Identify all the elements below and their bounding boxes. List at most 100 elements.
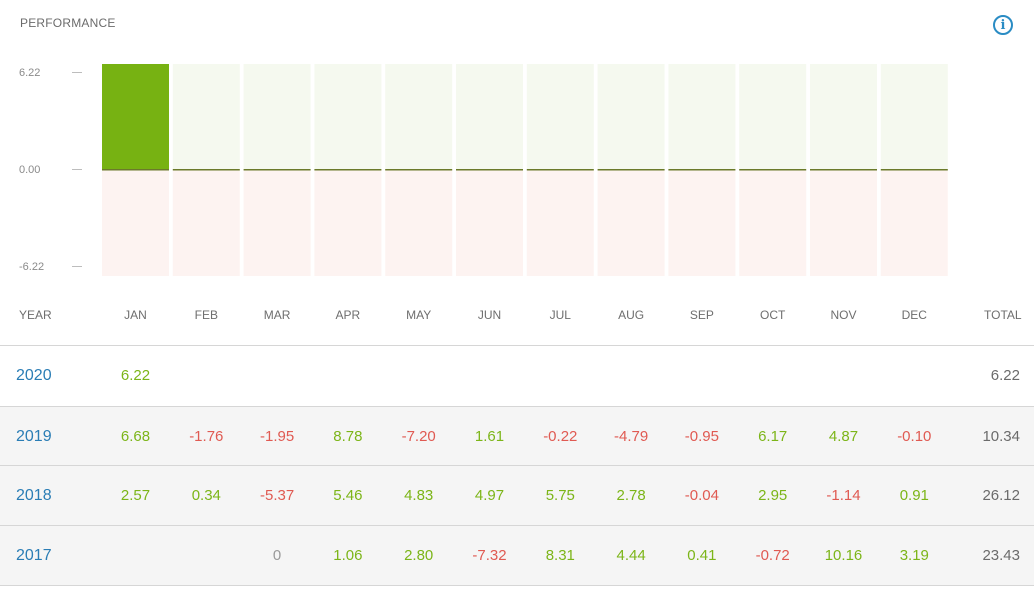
bar-background-positive [739,64,807,170]
zero-line [314,169,382,171]
month-value-cell [242,346,312,405]
month-header-jul: JUL [549,308,571,322]
year-link[interactable]: 2019 [16,428,52,445]
bar-background-negative [597,170,665,276]
bar-background-negative [102,170,169,276]
month-value-cell: -1.76 [189,428,224,445]
month-value-cell: 5.46 [333,487,363,504]
y-tick-label-max: 6.22 [19,67,41,79]
y-tick-mark [72,72,82,73]
month-value-cell: 1.61 [474,428,505,445]
zero-line [456,169,523,171]
month-value-cell: 0 [272,547,282,564]
bar-background-negative [385,170,453,276]
month-value-cell [738,346,808,405]
month-value-cell: 2.57 [120,487,151,504]
month-value-cell [171,526,241,585]
month-value-cell [313,346,383,405]
month-value-cell: 0.41 [687,547,717,564]
bar-background-positive [880,64,948,170]
month-value-cell: -5.37 [259,487,295,504]
info-icon[interactable]: i [993,15,1013,35]
month-value-cell [596,346,666,405]
month-header-jun: JUN [477,308,502,322]
bar-background-positive [597,64,665,170]
month-value-cell [879,346,949,405]
bar-background-negative [172,170,240,276]
table-row: 2019 6.68 -1.76 -1.95 8.78 -7.20 1.61 -0.22 -4.7… [0,406,1034,466]
total-value-cell: 6.22 [990,367,1020,384]
month-value-cell [455,346,525,405]
y-tick-mark [72,169,82,170]
zero-line [243,169,311,171]
month-header-mar: MAR [263,308,291,322]
month-value-cell [667,346,737,405]
month-value-cell: 2.80 [404,547,434,564]
bar-background-negative [739,170,807,276]
zero-line [739,169,807,171]
month-value-cell: 0.91 [899,487,929,504]
month-value-cell: -0.04 [684,487,719,504]
zero-line [668,169,736,171]
total-value-cell: 10.34 [982,428,1020,445]
total-column-header: TOTAL [984,308,1022,322]
month-value-cell: 4.97 [474,487,505,504]
bar-jan[interactable] [102,64,169,170]
zero-line [880,169,948,171]
table-bottom-border [0,585,1034,586]
bar-background-positive [172,64,240,170]
zero-line [526,169,594,171]
table-row: 2017 0 1.06 2.80 -7.32 8.31 4.44 0.41 -0.72 10.16… [0,525,1034,585]
month-value-cell [171,346,241,405]
year-link[interactable]: 2018 [16,487,52,504]
y-tick-mark [72,266,82,267]
month-value-cell: 4.87 [828,428,859,445]
month-header-nov: NOV [830,308,857,322]
month-value-cell: 5.75 [545,487,575,504]
month-value-cell [101,526,171,585]
month-value-cell: 8.78 [333,428,363,445]
bar-background-negative [314,170,382,276]
bar-background-negative [880,170,948,276]
performance-chart [102,64,948,276]
total-value-cell: 23.43 [982,547,1020,564]
bar-background-positive [810,64,877,170]
month-value-cell: 3.19 [899,547,929,564]
bar-background-negative [810,170,877,276]
bar-background-positive [456,64,523,170]
month-value-cell: 0.34 [191,487,221,504]
month-header-sep: SEP [689,308,714,322]
bar-background-negative [668,170,736,276]
month-header-feb: FEB [194,308,218,322]
month-value-cell [809,346,879,405]
month-value-cell: -7.20 [401,428,436,445]
bar-background-positive [526,64,594,170]
bar-background-negative [243,170,311,276]
zero-line [810,169,877,171]
zero-line [597,169,665,171]
month-value-cell: -0.95 [684,428,719,445]
month-header-jan: JAN [124,308,147,322]
month-value-cell: 6.22 [120,367,151,384]
month-value-cell: -0.10 [897,428,932,445]
year-column-header: YEAR [19,308,52,322]
year-link[interactable]: 2020 [16,367,52,384]
year-link[interactable]: 2017 [16,547,52,564]
bar-background-positive [243,64,311,170]
month-header-apr: APR [335,308,361,322]
bar-background-positive [385,64,453,170]
month-value-cell: -1.14 [826,487,861,504]
month-value-cell: 10.16 [824,547,863,564]
month-value-cell: -7.32 [472,547,507,564]
zero-line [172,169,240,171]
table-row: 2018 2.57 0.34 -5.37 5.46 4.83 4.97 5.75 2.78 -0.… [0,465,1034,525]
bar-background-negative [526,170,594,276]
bar-background-positive [668,64,736,170]
month-value-cell: 2.78 [616,487,646,504]
bar-background-positive [314,64,382,170]
month-value-cell: -0.22 [543,428,578,445]
zero-line [385,169,453,171]
zero-line [102,169,169,171]
month-value-cell: 2.95 [758,487,788,504]
y-tick-label-zero: 0.00 [19,164,41,176]
